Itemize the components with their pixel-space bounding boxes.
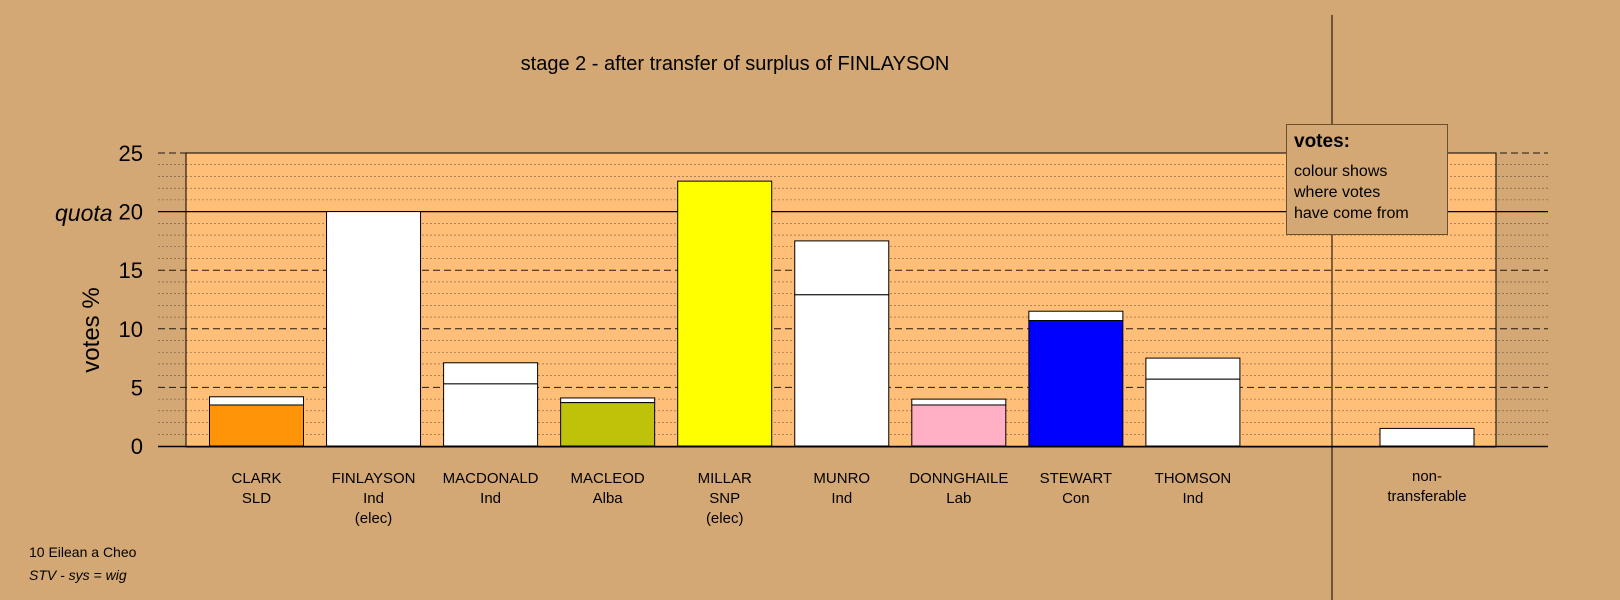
base-segment	[794, 294, 890, 447]
y-tick-label: 10	[119, 317, 143, 342]
y-axis-label: votes %	[78, 287, 105, 372]
bar-macdonald	[443, 362, 539, 447]
bar-munro	[794, 240, 890, 447]
footer-system: STV - sys = wig	[29, 567, 127, 583]
legend-line: where votes	[1294, 184, 1381, 201]
x-label: CLARK	[231, 470, 281, 487]
y-tick-label: 5	[131, 375, 143, 400]
bar-nontransferable	[1379, 427, 1475, 447]
legend-box: votes: colour shows where votes have com…	[1286, 124, 1448, 235]
legend-line: have come from	[1294, 205, 1409, 222]
footer-constituency: 10 Eilean a Cheo	[29, 544, 137, 560]
x-label: MACDONALD	[443, 470, 539, 487]
x-label: SLD	[242, 490, 271, 507]
transfer-segment	[1028, 310, 1124, 322]
base-segment	[443, 383, 539, 447]
x-label: STEWART	[1040, 470, 1113, 487]
x-label: MUNRO	[813, 470, 870, 487]
bar-clark	[209, 396, 304, 447]
legend-title: votes:	[1294, 131, 1350, 152]
base-segment	[326, 211, 422, 447]
x-label-nontransferable: non-	[1412, 468, 1442, 485]
x-label: Lab	[946, 490, 971, 507]
y-tick-label: 15	[119, 258, 143, 283]
y-tick-label: 20	[119, 200, 143, 225]
transfer-segment	[911, 398, 1007, 406]
x-label: DONNGHAILE	[909, 470, 1008, 487]
base-segment	[677, 180, 773, 447]
x-label: SNP	[709, 490, 740, 507]
chart-title: stage 2 - after transfer of surplus of F…	[521, 53, 950, 75]
x-label: Ind	[363, 490, 384, 507]
y-tick-labels: 0 5 10 15 20 25	[119, 141, 143, 459]
bars	[209, 180, 1475, 447]
x-label: (elec)	[706, 510, 744, 527]
bar-macleod	[560, 397, 656, 447]
bar-donnghaile	[911, 398, 1007, 447]
x-label: FINLAYSON	[332, 470, 416, 487]
transfer-segment	[560, 397, 656, 404]
x-label: Ind	[1182, 490, 1203, 507]
base-segment	[1145, 378, 1241, 447]
transfer-segment	[794, 240, 890, 296]
x-label: Ind	[831, 490, 852, 507]
transfer-segment	[1145, 357, 1241, 380]
x-label: MILLAR	[698, 470, 752, 487]
x-label: Con	[1062, 490, 1090, 507]
bar-finlayson	[326, 211, 422, 447]
base-segment	[209, 404, 304, 447]
x-label: Ind	[480, 490, 501, 507]
x-label-nontransferable: transferable	[1387, 488, 1466, 505]
x-label: Alba	[593, 490, 624, 507]
x-labels: CLARK SLD FINLAYSON Ind (elec) MACDONALD Ind MA…	[231, 468, 1466, 527]
base-segment	[1028, 320, 1124, 447]
bar-stewart	[1028, 310, 1124, 447]
quota-label: quota	[55, 200, 113, 226]
base-segment	[911, 404, 1007, 447]
y-tick-label: 0	[131, 434, 143, 459]
transfer-segment	[209, 396, 304, 406]
legend-line: colour shows	[1294, 163, 1388, 180]
x-label: THOMSON	[1155, 470, 1232, 487]
bar-millar	[677, 180, 773, 447]
transfer-segment	[443, 362, 539, 385]
y-tick-label: 25	[119, 141, 143, 166]
x-label: MACLEOD	[571, 470, 645, 487]
base-segment	[560, 402, 656, 447]
bar-thomson	[1145, 357, 1241, 447]
x-label: (elec)	[355, 510, 393, 527]
